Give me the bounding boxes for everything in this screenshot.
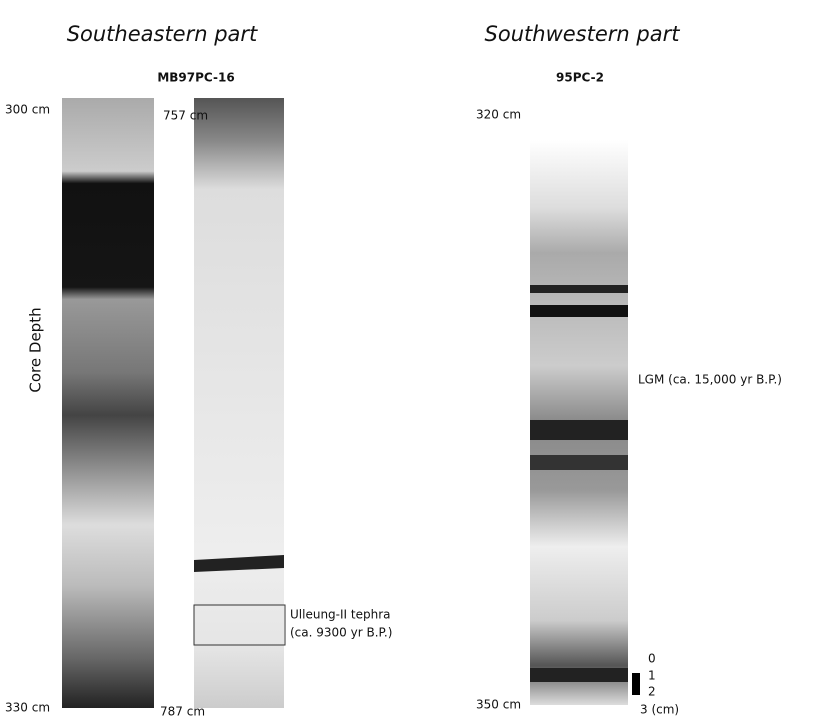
dark-band (530, 285, 628, 293)
panel-title: Southeastern part (67, 22, 258, 46)
annotation: (ca. 9300 yr B.P.) (290, 626, 392, 640)
depth-label: 757 cm (163, 109, 208, 123)
scale-bar (632, 673, 640, 695)
axis-label: Core Depth (27, 307, 45, 392)
dark-band (530, 668, 628, 682)
core-name: MB97PC-16 (157, 71, 234, 85)
depth-label: 350 cm (476, 698, 521, 712)
dark-band (530, 305, 628, 317)
scale-label: 1 (648, 669, 656, 683)
depth-label: 320 cm (476, 108, 521, 122)
dark-band (530, 420, 628, 440)
dark-band (530, 455, 628, 470)
core-image (62, 98, 154, 708)
annotation: LGM (ca. 15,000 yr B.P.) (638, 373, 782, 387)
panel-title: Southwestern part (485, 22, 681, 46)
figure: Southeastern part Southwestern part MB97… (0, 0, 821, 720)
depth-label: 300 cm (5, 103, 50, 117)
depth-label: 787 cm (160, 705, 205, 719)
scale-label: 0 (648, 652, 656, 666)
core-image (194, 98, 284, 708)
annotation: Ulleung-II tephra (290, 608, 390, 622)
scale-label: 2 (648, 685, 656, 699)
depth-label: 330 cm (5, 701, 50, 715)
scale-label: 3 (cm) (640, 703, 679, 717)
core-name: 95PC-2 (556, 71, 604, 85)
